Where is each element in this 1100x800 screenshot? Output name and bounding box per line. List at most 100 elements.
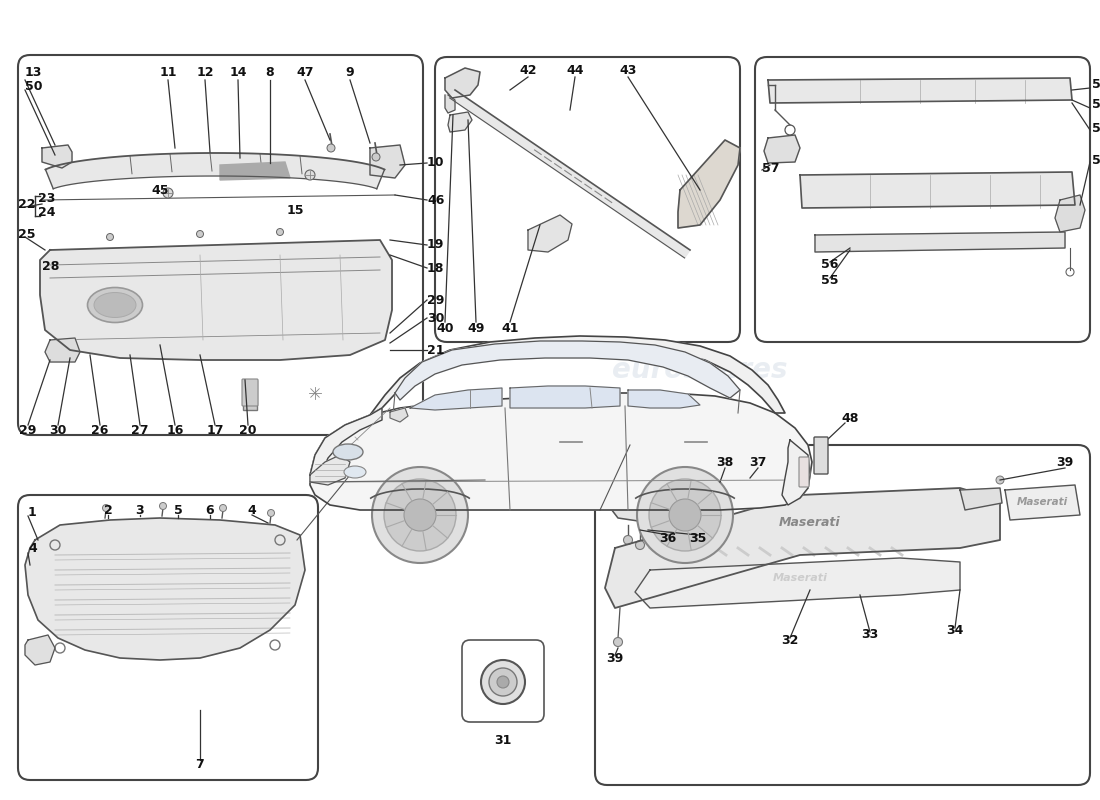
Text: 18: 18 <box>427 262 444 274</box>
Text: 46: 46 <box>427 194 444 206</box>
Polygon shape <box>635 558 960 608</box>
Polygon shape <box>450 90 690 258</box>
Circle shape <box>490 668 517 696</box>
Text: 19: 19 <box>427 238 444 251</box>
Circle shape <box>497 676 509 688</box>
Text: 14: 14 <box>229 66 246 79</box>
Polygon shape <box>370 145 405 178</box>
Text: 39: 39 <box>1056 457 1074 470</box>
Text: eurospares: eurospares <box>613 606 788 634</box>
Polygon shape <box>310 408 382 475</box>
Circle shape <box>220 505 227 511</box>
Circle shape <box>636 541 645 550</box>
Text: 6: 6 <box>206 503 214 517</box>
Text: 51: 51 <box>1092 154 1100 166</box>
Circle shape <box>372 467 468 563</box>
Circle shape <box>669 499 701 531</box>
Text: 31: 31 <box>494 734 512 746</box>
Circle shape <box>747 490 754 498</box>
Polygon shape <box>608 478 670 522</box>
Text: 15: 15 <box>286 203 304 217</box>
Text: 42: 42 <box>519 63 537 77</box>
Text: 38: 38 <box>716 457 734 470</box>
Text: 12: 12 <box>196 66 213 79</box>
Text: 26: 26 <box>91 423 109 437</box>
Text: Maserati: Maserati <box>772 573 827 583</box>
Polygon shape <box>220 162 290 180</box>
Polygon shape <box>446 95 455 113</box>
Text: 3: 3 <box>135 503 144 517</box>
Text: 45: 45 <box>152 183 168 197</box>
Text: 20: 20 <box>240 423 256 437</box>
Text: 40: 40 <box>437 322 453 334</box>
FancyBboxPatch shape <box>595 445 1090 785</box>
Text: 49: 49 <box>468 322 485 334</box>
Text: 2: 2 <box>103 503 112 517</box>
Text: 29: 29 <box>427 294 444 306</box>
Text: 1: 1 <box>28 506 36 518</box>
Circle shape <box>996 476 1004 484</box>
Ellipse shape <box>88 287 143 322</box>
Text: 5: 5 <box>174 503 183 517</box>
Text: 56: 56 <box>822 258 838 271</box>
Polygon shape <box>40 240 392 360</box>
Text: 39: 39 <box>606 651 624 665</box>
Circle shape <box>614 638 623 646</box>
FancyBboxPatch shape <box>814 437 828 474</box>
Polygon shape <box>960 488 1002 510</box>
Circle shape <box>276 229 284 235</box>
Polygon shape <box>1005 485 1080 520</box>
Circle shape <box>163 188 173 198</box>
Text: 34: 34 <box>946 623 964 637</box>
Polygon shape <box>628 390 700 408</box>
Text: 44: 44 <box>566 63 584 77</box>
Polygon shape <box>410 388 502 410</box>
Text: 28: 28 <box>42 261 59 274</box>
Polygon shape <box>528 215 572 252</box>
Polygon shape <box>25 635 55 665</box>
Polygon shape <box>310 393 812 510</box>
Circle shape <box>624 535 632 545</box>
Text: 54: 54 <box>1092 122 1100 134</box>
Text: eurospares: eurospares <box>613 356 788 384</box>
Bar <box>243 380 257 410</box>
Polygon shape <box>782 440 810 505</box>
Text: 33: 33 <box>861 629 879 642</box>
Text: 24: 24 <box>39 206 55 219</box>
Polygon shape <box>45 338 80 362</box>
Text: 30: 30 <box>50 423 67 437</box>
Polygon shape <box>370 336 785 415</box>
Circle shape <box>160 502 166 510</box>
Circle shape <box>267 510 275 517</box>
Text: 48: 48 <box>842 411 859 425</box>
Polygon shape <box>605 488 1000 608</box>
Polygon shape <box>45 153 385 189</box>
Text: 7: 7 <box>196 758 205 771</box>
Text: 22: 22 <box>18 198 35 211</box>
Circle shape <box>107 234 113 241</box>
Text: 32: 32 <box>781 634 799 646</box>
Text: 27: 27 <box>131 423 149 437</box>
Text: 23: 23 <box>39 191 55 205</box>
Circle shape <box>716 494 724 502</box>
FancyBboxPatch shape <box>434 57 740 342</box>
Circle shape <box>197 230 204 238</box>
FancyBboxPatch shape <box>462 640 544 722</box>
Polygon shape <box>310 455 350 485</box>
FancyBboxPatch shape <box>18 55 424 435</box>
Text: Maserati: Maserati <box>1016 497 1068 507</box>
Text: 55: 55 <box>822 274 838 286</box>
Circle shape <box>327 144 336 152</box>
Polygon shape <box>678 140 740 228</box>
Polygon shape <box>395 341 740 400</box>
Text: 37: 37 <box>749 457 767 470</box>
Ellipse shape <box>344 466 366 478</box>
Text: 17: 17 <box>207 423 223 437</box>
Text: 16: 16 <box>166 423 184 437</box>
Polygon shape <box>1055 195 1085 232</box>
FancyBboxPatch shape <box>755 57 1090 342</box>
Polygon shape <box>446 68 480 98</box>
Polygon shape <box>768 78 1072 103</box>
Text: 9: 9 <box>345 66 354 79</box>
FancyBboxPatch shape <box>242 379 258 406</box>
